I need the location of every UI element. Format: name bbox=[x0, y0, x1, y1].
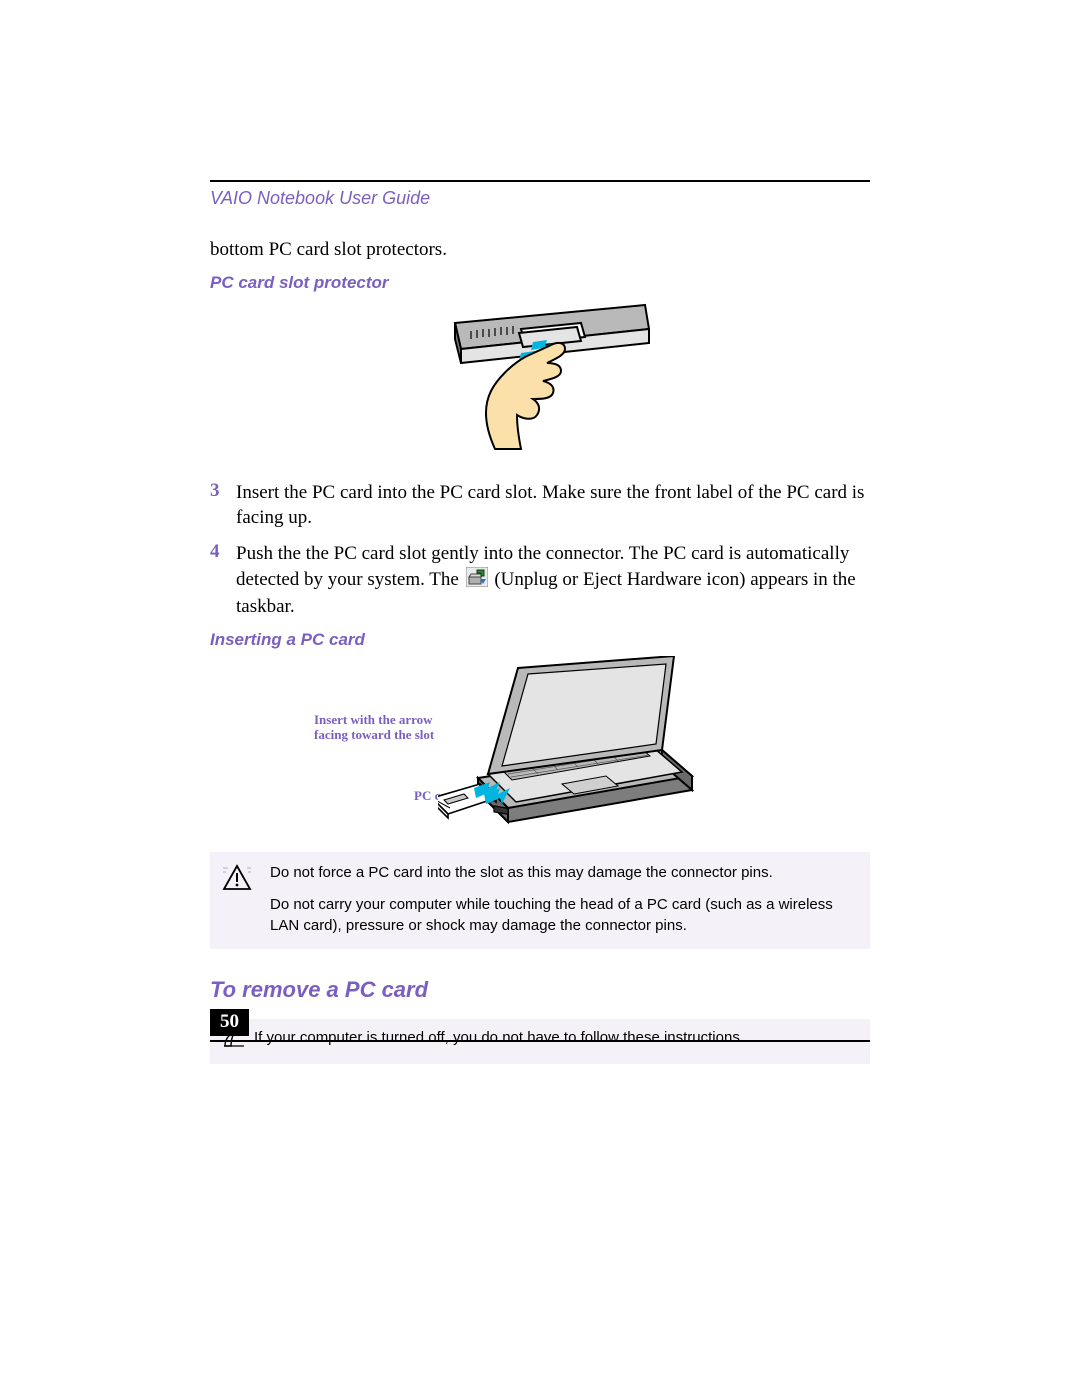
step-3: 3 Insert the PC card into the PC card sl… bbox=[210, 480, 870, 531]
rule-top bbox=[210, 180, 870, 182]
document-page: VAIO Notebook User Guide bottom PC card … bbox=[0, 0, 1080, 1397]
figure1 bbox=[210, 299, 870, 464]
step-3-number: 3 bbox=[210, 480, 236, 502]
figure2-caption: Inserting a PC card bbox=[210, 630, 870, 650]
step-4-number: 4 bbox=[210, 541, 236, 563]
warning-body: Do not force a PC card into the slot as … bbox=[270, 862, 858, 937]
figure1-caption: PC card slot protector bbox=[210, 273, 870, 293]
page-number: 50 bbox=[210, 1009, 249, 1036]
section-heading: To remove a PC card bbox=[210, 977, 870, 1003]
eject-hardware-icon bbox=[466, 567, 488, 595]
warning-line-2: Do not carry your computer while touchin… bbox=[270, 894, 858, 938]
figure1-svg bbox=[425, 299, 655, 459]
rule-bottom bbox=[210, 1040, 870, 1042]
intro-text: bottom PC card slot protectors. bbox=[210, 237, 870, 263]
running-header: VAIO Notebook User Guide bbox=[210, 188, 870, 209]
page-footer: 50 bbox=[210, 1009, 870, 1042]
figure2: Insert with the arrow facing toward the … bbox=[210, 656, 870, 836]
warning-box: Do not force a PC card into the slot as … bbox=[210, 852, 870, 949]
figure2-label-top: Insert with the arrow facing toward the … bbox=[314, 712, 454, 743]
warning-line-1: Do not force a PC card into the slot as … bbox=[270, 862, 858, 884]
step-3-text: Insert the PC card into the PC card slot… bbox=[236, 480, 870, 531]
warning-icon bbox=[222, 864, 256, 899]
figure2-svg bbox=[438, 656, 698, 831]
step-4: 4 Push the the PC card slot gently into … bbox=[210, 541, 870, 620]
step-4-text: Push the the PC card slot gently into th… bbox=[236, 541, 870, 620]
